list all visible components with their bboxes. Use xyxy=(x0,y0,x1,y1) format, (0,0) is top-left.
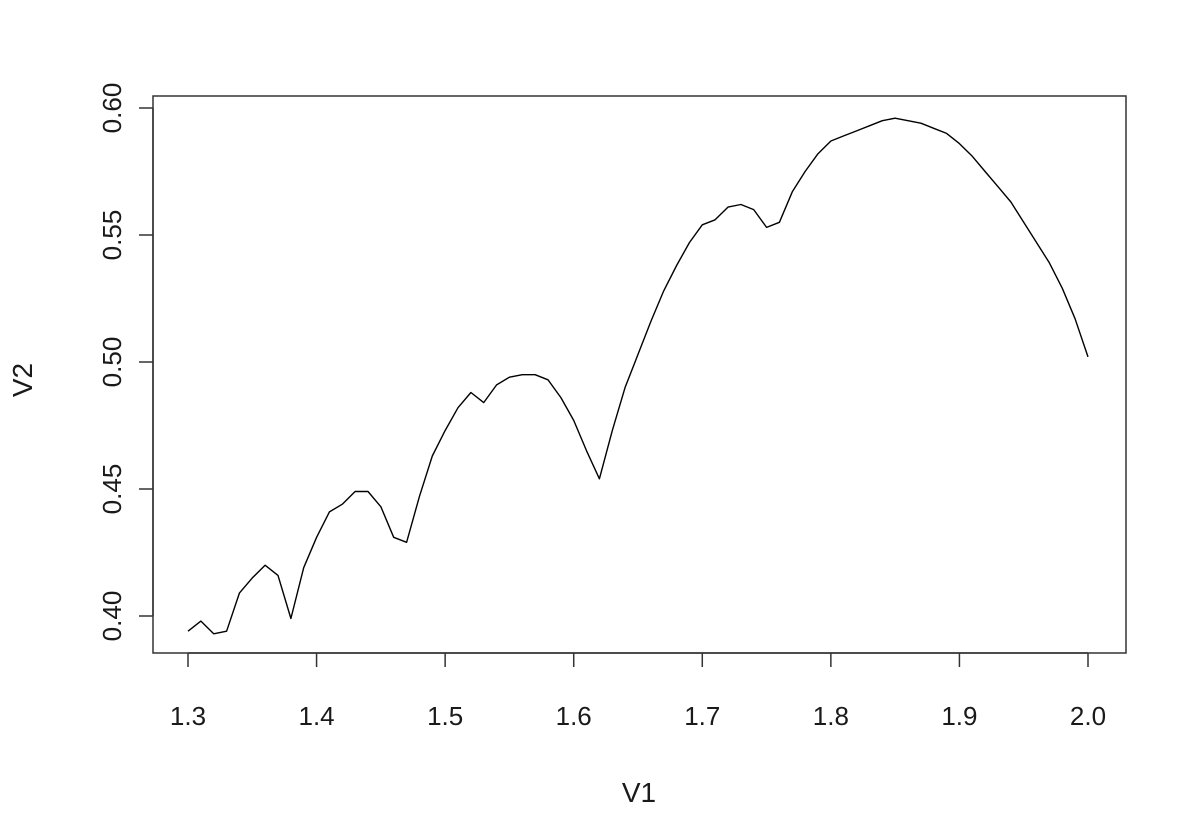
y-tick-label: 0.45 xyxy=(97,464,127,515)
x-tick-label: 1.9 xyxy=(941,701,977,731)
x-tick-label: 2.0 xyxy=(1070,701,1106,731)
y-tick-label: 0.50 xyxy=(97,337,127,388)
plot-area-frame xyxy=(152,95,1127,654)
series-line xyxy=(187,117,1089,635)
x-tick-label: 1.3 xyxy=(170,701,206,731)
x-axis: 1.3 1.4 1.5 1.6 1.7 1.8 1.9 2.0 xyxy=(170,652,1106,731)
x-tick-label: 1.7 xyxy=(684,701,720,731)
y-axis: 0.40 0.45 0.50 0.55 0.60 xyxy=(97,83,154,642)
y-tick-label: 0.55 xyxy=(97,210,127,261)
y-axis-title: V2 xyxy=(7,363,38,397)
x-axis-title: V1 xyxy=(622,777,656,808)
x-tick-label: 1.4 xyxy=(298,701,334,731)
x-tick-label: 1.8 xyxy=(813,701,849,731)
y-tick-label: 0.40 xyxy=(97,591,127,642)
x-tick-label: 1.5 xyxy=(427,701,463,731)
x-tick-label: 1.6 xyxy=(556,701,592,731)
y-tick-label: 0.60 xyxy=(97,83,127,134)
